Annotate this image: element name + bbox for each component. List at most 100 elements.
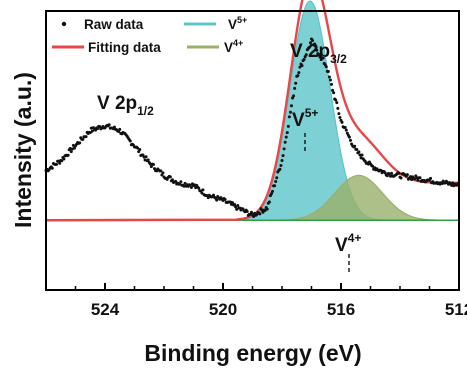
legend-fitting-data-label: Fitting data	[88, 40, 161, 55]
raw-data-point	[289, 104, 293, 108]
annotation-v2p32: V 2p3/2	[290, 41, 347, 66]
raw-data-point	[298, 65, 302, 69]
raw-data-point	[267, 200, 271, 204]
raw-data-point	[358, 153, 362, 157]
raw-data-point	[273, 184, 277, 188]
legend-item-fitting-data: Fitting data	[52, 40, 161, 55]
raw-data-point	[334, 98, 338, 102]
raw-data-point	[174, 179, 178, 183]
raw-data-point	[69, 150, 73, 154]
raw-data-point	[212, 193, 216, 197]
raw-data-point	[302, 57, 306, 61]
raw-data-point	[78, 141, 82, 145]
raw-data-point	[223, 197, 227, 201]
raw-data-point	[136, 146, 140, 150]
raw-data-point	[215, 198, 219, 202]
raw-data-point	[357, 150, 361, 154]
raw-data-point	[283, 140, 287, 144]
raw-data-point	[321, 56, 325, 60]
raw-data-point	[285, 131, 289, 135]
legend-v5-label: V5+	[228, 15, 247, 32]
raw-data-point	[107, 123, 111, 127]
raw-data-point	[324, 65, 328, 69]
legend-item-v4: V4+	[187, 38, 243, 55]
annotation-v2p12-sub: 1/2	[137, 104, 154, 118]
raw-data-point	[429, 176, 433, 180]
raw-data-point	[90, 129, 94, 133]
raw-data-point	[236, 203, 240, 207]
raw-data-point	[297, 71, 301, 75]
raw-data-point	[355, 147, 359, 151]
raw-data-point	[390, 171, 394, 175]
raw-data-point	[332, 91, 336, 95]
annotation-v5-sup: 5+	[305, 106, 319, 120]
raw-data-point	[416, 178, 420, 182]
raw-data-point	[179, 180, 183, 184]
raw-data-point	[271, 189, 275, 193]
raw-data-point	[282, 147, 286, 151]
raw-data-point	[347, 135, 351, 139]
raw-data-point	[292, 94, 296, 98]
x-tick-label: 512	[445, 300, 467, 319]
raw-data-point	[265, 207, 269, 211]
legend-v5-sup: 5+	[237, 15, 247, 25]
raw-data-point	[159, 169, 163, 173]
raw-data-point	[313, 42, 317, 46]
raw-data-point	[330, 82, 334, 86]
raw-data-point	[314, 45, 318, 48]
raw-data-point	[300, 64, 304, 68]
raw-data-point	[138, 147, 142, 151]
raw-data-point	[278, 167, 282, 171]
raw-data-point	[335, 101, 339, 105]
raw-data-point	[149, 165, 153, 169]
raw-data-point	[274, 180, 278, 184]
annotation-v4: V4+	[335, 231, 361, 256]
raw-data-point	[183, 181, 187, 185]
legend-item-raw-data: Raw data	[61, 17, 144, 32]
legend-item-v5: V5+	[184, 15, 247, 32]
raw-data-point	[230, 201, 234, 205]
y-axis-label: Intensity (a.u.)	[10, 72, 36, 228]
raw-data-point	[66, 153, 70, 157]
raw-data-point	[112, 125, 116, 129]
legend-v4-sup: 4+	[233, 38, 243, 48]
annotation-v4-text: V	[335, 235, 348, 256]
legend: Raw data V5+ Fitting data V4+	[52, 15, 247, 55]
raw-data-point	[168, 175, 172, 179]
raw-data-point	[55, 162, 59, 166]
raw-data-point	[288, 110, 292, 114]
raw-data-point	[385, 174, 389, 178]
raw-data-point	[269, 192, 273, 196]
raw-data-point	[371, 164, 375, 168]
raw-data-point	[353, 144, 357, 148]
raw-data-point	[327, 75, 331, 79]
raw-data-point	[343, 126, 347, 130]
x-tick-label: 520	[209, 300, 237, 319]
raw-data-point	[348, 138, 352, 142]
annotation-v2p12-text: V 2p	[97, 93, 137, 114]
raw-data-point	[146, 158, 150, 162]
raw-data-point	[294, 81, 298, 85]
raw-data-point	[261, 210, 265, 214]
raw-data-point	[319, 54, 323, 58]
annotation-v2p12: V 2p1/2	[97, 93, 154, 118]
raw-data-point	[405, 173, 409, 177]
raw-data-point	[338, 116, 342, 120]
raw-data-point	[418, 176, 422, 180]
raw-data-point	[286, 124, 290, 128]
raw-data-point	[360, 153, 364, 157]
raw-data-point	[58, 161, 62, 165]
raw-data-point	[88, 131, 92, 135]
raw-data-point	[284, 135, 288, 139]
raw-data-point	[128, 139, 132, 143]
raw-data-point	[340, 120, 344, 124]
legend-v4-label: V4+	[224, 38, 243, 55]
raw-data-point	[287, 115, 291, 119]
raw-data-point	[344, 128, 348, 132]
raw-data-point	[84, 135, 88, 139]
legend-v5-base: V	[228, 17, 237, 32]
x-axis-label: Binding energy (eV)	[144, 340, 361, 366]
raw-data-point	[415, 176, 419, 180]
raw-data-point	[200, 191, 204, 195]
